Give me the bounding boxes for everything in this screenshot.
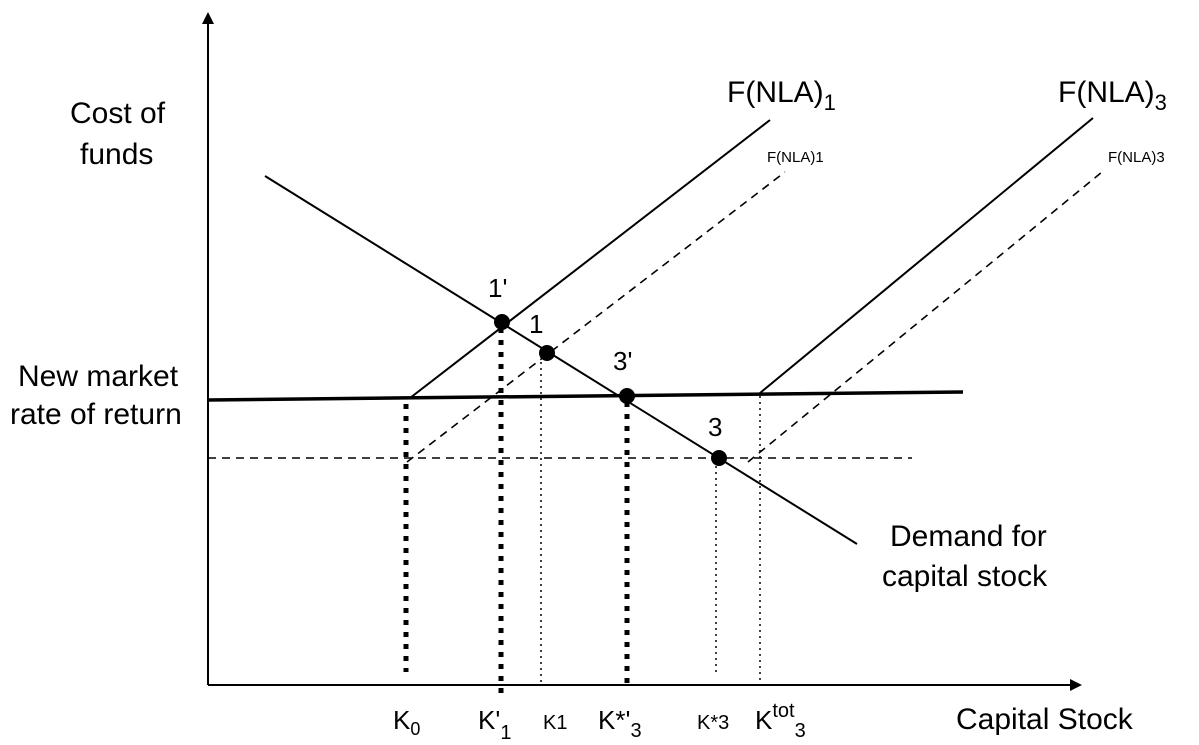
- tick-k0: K0: [393, 705, 420, 739]
- rate-label-line2: rate of return: [10, 398, 182, 431]
- y-axis-label-line1: Cost of: [70, 97, 166, 130]
- f-nla-1-solid-curve: [409, 119, 771, 399]
- tick-k1: K1: [543, 712, 567, 734]
- y-axis-label-line2: funds: [80, 138, 153, 171]
- demand-label-line2: capital stock: [882, 560, 1048, 593]
- x-axis-label: Capital Stock: [956, 703, 1134, 736]
- tick-kstar3prime: K*'3: [598, 705, 642, 742]
- point-3prime-label: 3': [613, 346, 632, 376]
- point-3: [711, 450, 727, 466]
- point-3-label: 3: [708, 412, 722, 442]
- point-1prime: [494, 314, 510, 330]
- new-market-rate-line: [207, 390, 964, 402]
- tick-ktot3: Ktot3: [755, 700, 806, 742]
- point-1prime-label: 1': [488, 273, 507, 303]
- f-nla-1-dashed-label: F(NLA)1: [767, 149, 824, 166]
- rate-label-line1: New market: [18, 360, 179, 393]
- f-nla-3-solid-label: F(NLA)3: [1058, 76, 1167, 115]
- f-nla-1-solid-label: F(NLA)1: [727, 76, 836, 115]
- f-nla-1-dashed-curve: [406, 171, 786, 463]
- point-3prime: [619, 388, 635, 404]
- point-1-label: 1: [529, 309, 543, 339]
- tick-k1prime: K'1: [478, 705, 511, 744]
- f-nla-3-dashed-curve: [747, 171, 1103, 463]
- f-nla-3-solid-curve: [759, 117, 1094, 394]
- demand-curve: [264, 175, 858, 545]
- demand-label-line1: Demand for: [890, 520, 1047, 553]
- f-nla-3-dashed-label: F(NLA)3: [1108, 149, 1165, 166]
- point-1: [539, 345, 555, 361]
- tick-kstar3: K*3: [697, 712, 729, 734]
